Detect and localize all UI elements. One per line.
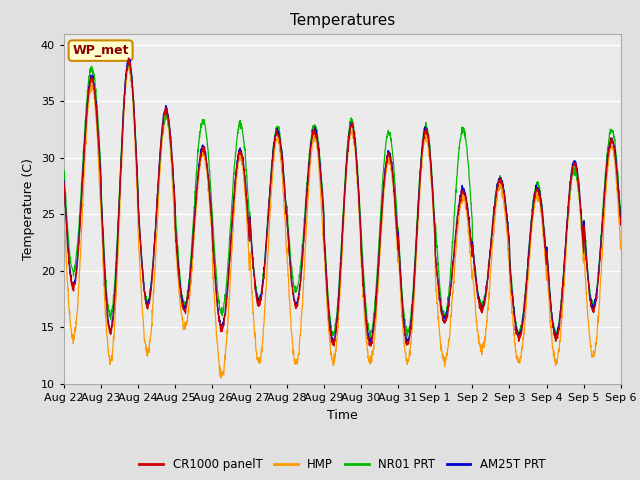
X-axis label: Time: Time [327,408,358,421]
Y-axis label: Temperature (C): Temperature (C) [22,158,35,260]
Title: Temperatures: Temperatures [290,13,395,28]
Text: WP_met: WP_met [72,44,129,57]
Legend: CR1000 panelT, HMP, NR01 PRT, AM25T PRT: CR1000 panelT, HMP, NR01 PRT, AM25T PRT [135,454,550,476]
